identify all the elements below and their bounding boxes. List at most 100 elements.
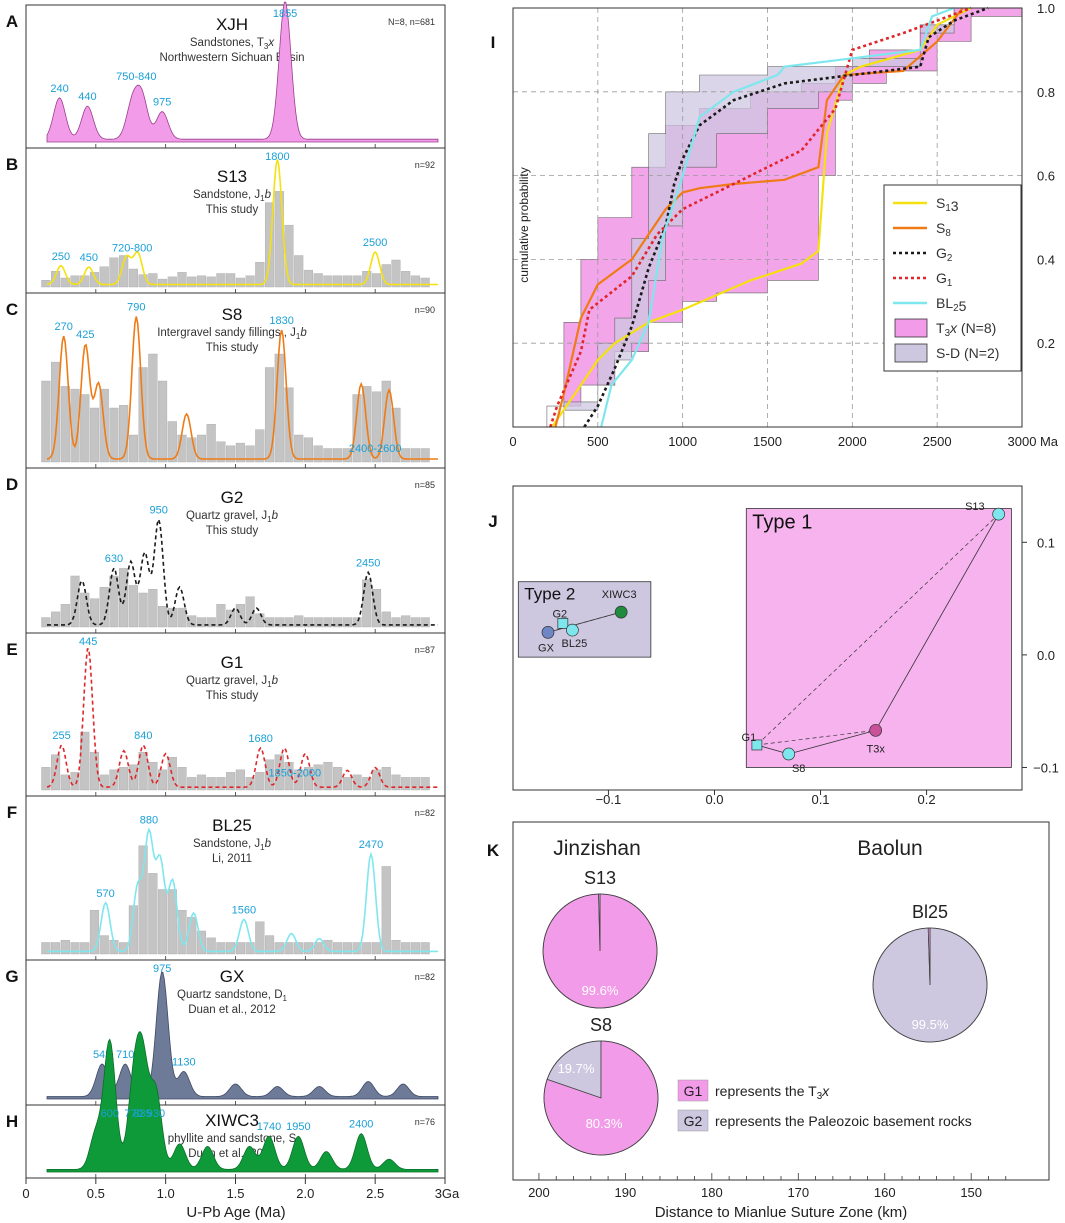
peak-label: 240 xyxy=(50,83,68,95)
x-tick-label: 2500 xyxy=(923,434,952,449)
mds-scatter-chart: J Type 1 Type 2 S13 T3x G1 S8 XIWC3 G2 GX BL25 −0.1… xyxy=(488,485,1059,807)
peak-label: 750-840 xyxy=(116,71,156,83)
histogram-bar xyxy=(89,598,100,628)
text-part: Sandstone, xyxy=(193,838,254,850)
y-tick-label: 0.4 xyxy=(1037,252,1055,267)
histogram-bar xyxy=(294,942,304,955)
text-part: J xyxy=(254,838,260,850)
histogram-bar xyxy=(196,434,207,463)
peak-label: 1800 xyxy=(265,151,289,163)
histogram-bar xyxy=(381,767,391,791)
histogram-bar xyxy=(51,942,61,955)
text-subscript: 8 xyxy=(945,228,951,239)
histogram-bar xyxy=(157,380,168,463)
histogram-bar xyxy=(352,774,362,791)
histogram-bar xyxy=(255,262,265,288)
histogram-bar xyxy=(381,380,391,463)
sample-description: Northwestern Sichuan Basin xyxy=(159,52,304,64)
text-subscript: 2 xyxy=(947,253,952,264)
text-subscript: 1 xyxy=(283,994,288,1003)
sample-description: This study xyxy=(206,690,259,702)
x-tick-label: 0 xyxy=(509,434,516,449)
density-curve xyxy=(47,827,438,953)
histogram-bar xyxy=(401,271,411,288)
histogram-bar xyxy=(119,942,129,955)
site-name: Baolun xyxy=(857,837,922,860)
histogram-bar xyxy=(70,772,80,791)
text-part: T xyxy=(808,1083,817,1099)
text-part: This study xyxy=(206,342,259,354)
histogram-bar xyxy=(80,942,90,955)
point-label: S13 xyxy=(965,501,985,513)
histogram-bar xyxy=(206,276,216,288)
x-tick-label: 180 xyxy=(701,1185,723,1200)
text-part: 5 xyxy=(959,298,967,314)
pie-outline xyxy=(542,893,658,1009)
peak-label: 840 xyxy=(134,730,152,742)
histogram-bar xyxy=(60,604,70,628)
histogram-bar xyxy=(41,767,51,791)
legend-text: represents the T3x xyxy=(715,1083,830,1102)
text-part: 3 xyxy=(951,198,959,214)
histogram-bar xyxy=(89,752,100,791)
x-axis-title: U-Pb Age (Ma) xyxy=(186,1204,285,1221)
text-part: b xyxy=(265,838,272,850)
text-part: J xyxy=(261,510,267,522)
histogram-bar xyxy=(89,272,100,288)
x-tick-label: 1.0 xyxy=(157,1186,175,1201)
y-tick-label: 0.8 xyxy=(1037,85,1055,100)
peak-label: 1950 xyxy=(286,1121,310,1133)
x-tick-label: 0.5 xyxy=(87,1186,105,1201)
sample-description: Sandstones, T3x xyxy=(190,37,275,51)
link-solid xyxy=(547,611,622,633)
histogram-bar xyxy=(167,889,177,955)
x-tick-label: 1000 xyxy=(668,434,697,449)
density-curve xyxy=(47,516,438,626)
peak-label: 930 xyxy=(147,1108,165,1120)
density-area xyxy=(46,1031,439,1173)
sample-description: This study xyxy=(206,204,259,216)
text-part: This study xyxy=(206,204,259,216)
histogram-bar xyxy=(371,589,382,628)
histogram-bar xyxy=(410,617,420,628)
histogram-bar xyxy=(128,434,138,463)
text-part: Intergravel sandy fillings , xyxy=(157,327,290,339)
histogram-bar xyxy=(401,777,411,791)
text-subscript: 1 xyxy=(296,332,301,341)
histogram-bar xyxy=(235,769,245,791)
text-part: b xyxy=(272,675,279,687)
histogram-bar xyxy=(342,275,352,288)
text-subscript: 1 xyxy=(260,843,265,852)
histogram-bar xyxy=(303,617,314,628)
text-subscript: 1 xyxy=(947,278,952,289)
pie-title: S13 xyxy=(584,868,616,888)
peak-label: 1830 xyxy=(269,315,293,327)
x-tick-label: 0.1 xyxy=(811,792,829,807)
histogram-bar xyxy=(303,269,314,288)
histogram-bar xyxy=(420,777,430,791)
histogram-bar xyxy=(51,611,61,628)
histogram-bar xyxy=(119,255,129,288)
link-solid xyxy=(788,729,876,755)
text-part: S xyxy=(936,220,945,236)
histogram-bar xyxy=(391,774,401,791)
peak-label: 975 xyxy=(153,97,171,109)
peak-label: 710 xyxy=(116,1049,134,1061)
pie-outline xyxy=(872,927,988,1043)
legend-label: S-D (N=2) xyxy=(936,345,999,361)
sample-name: BL25 xyxy=(212,816,252,835)
x-tick-label: 150 xyxy=(960,1185,982,1200)
point-s13 xyxy=(992,507,1006,521)
peak-label: 1560 xyxy=(232,904,256,916)
legend-label: S13 xyxy=(936,195,959,214)
panel-letter: C xyxy=(6,300,18,319)
histogram-bar xyxy=(206,937,216,955)
histogram-bar xyxy=(196,774,207,791)
peak-label: 835 xyxy=(133,1108,151,1120)
panel-letter: B xyxy=(6,155,18,174)
histogram-bar xyxy=(89,910,100,955)
x-tick-label: 3Ga xyxy=(435,1186,460,1201)
histogram-bar xyxy=(235,277,245,288)
